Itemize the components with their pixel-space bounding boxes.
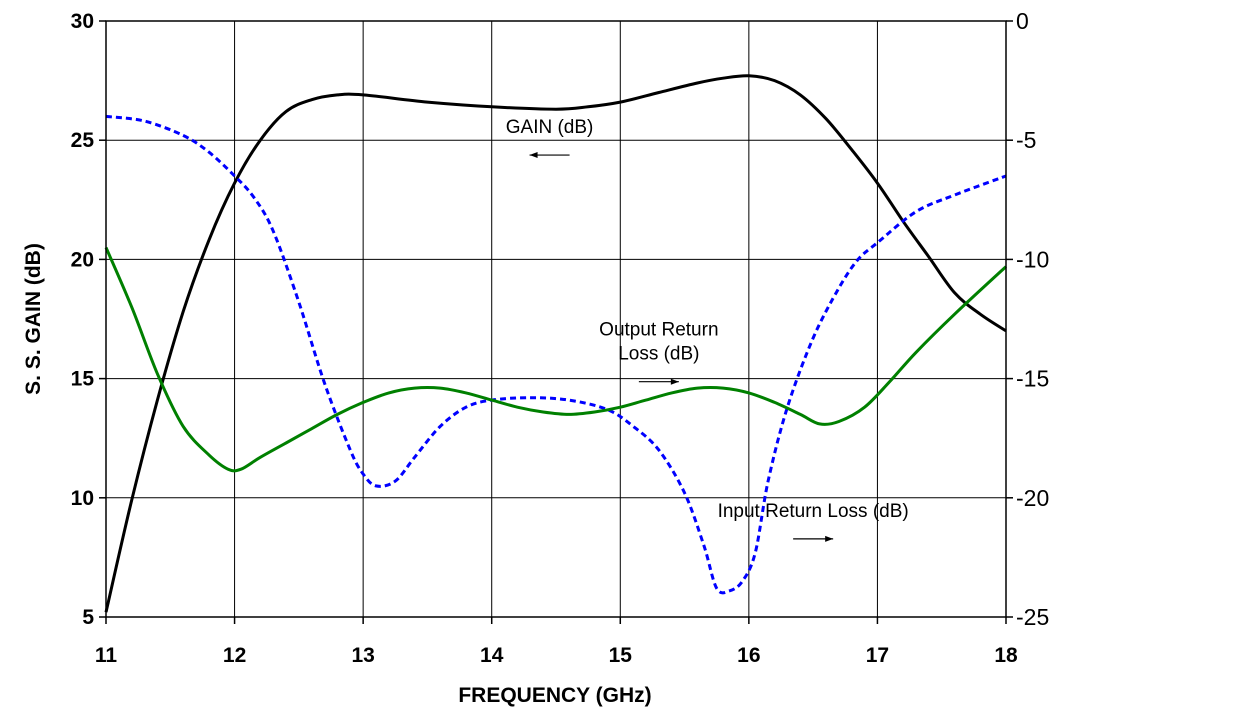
y2-tick-label: -25 — [1016, 604, 1049, 630]
y-tick-label: 15 — [71, 368, 95, 391]
x-tick-label: 18 — [994, 644, 1018, 667]
y2-tick-label: -10 — [1016, 246, 1049, 272]
x-tick-label: 11 — [95, 644, 118, 667]
y-tick-label: 10 — [71, 487, 94, 510]
y2-tick-label: -15 — [1016, 366, 1049, 392]
annotation-arrow-head — [530, 152, 538, 158]
axes: 11 12 13 14 15 16 17 18 5 10 15 20 25 30 -25 -20 -15 -10 -… — [71, 8, 1050, 667]
annotation-label: Loss (dB) — [618, 344, 699, 365]
output-return-loss-line — [106, 248, 1006, 471]
y2-tick-label: 0 — [1016, 8, 1029, 34]
annotation-arrow-head — [671, 379, 679, 385]
y-tick-label: 5 — [82, 606, 94, 629]
annotation-label: Input Return Loss (dB) — [718, 501, 909, 522]
x-tick-label: 12 — [223, 644, 246, 667]
annotations: GAIN (dB) Output Return Loss (dB) Input Ret… — [506, 117, 909, 542]
y2-tick-label: -5 — [1016, 127, 1036, 153]
x-tick-label: 15 — [609, 644, 633, 667]
y-tick-label: 30 — [71, 10, 94, 33]
annotation-output-return-loss: Output Return Loss (dB) — [599, 320, 718, 385]
annotation-gain: GAIN (dB) — [506, 117, 594, 158]
x-tick-label: 14 — [480, 644, 504, 667]
y2-tick-label: -20 — [1016, 485, 1049, 511]
series-lines — [106, 76, 1006, 612]
y-tick-label: 25 — [71, 129, 95, 152]
y-tick-label: 20 — [71, 248, 94, 271]
annotation-input-return-loss: Input Return Loss (dB) — [718, 501, 909, 542]
y-axis-title: S. S. GAIN (dB) — [22, 243, 45, 395]
x-tick-label: 16 — [737, 644, 760, 667]
x-axis-title: FREQUENCY (GHz) — [458, 684, 651, 707]
gain-line — [106, 76, 1006, 612]
annotation-arrow-head — [825, 536, 833, 542]
x-tick-label: 17 — [866, 644, 889, 667]
annotation-label: GAIN (dB) — [506, 117, 594, 138]
annotation-label: Output Return — [599, 320, 718, 341]
x-tick-label: 13 — [351, 644, 374, 667]
